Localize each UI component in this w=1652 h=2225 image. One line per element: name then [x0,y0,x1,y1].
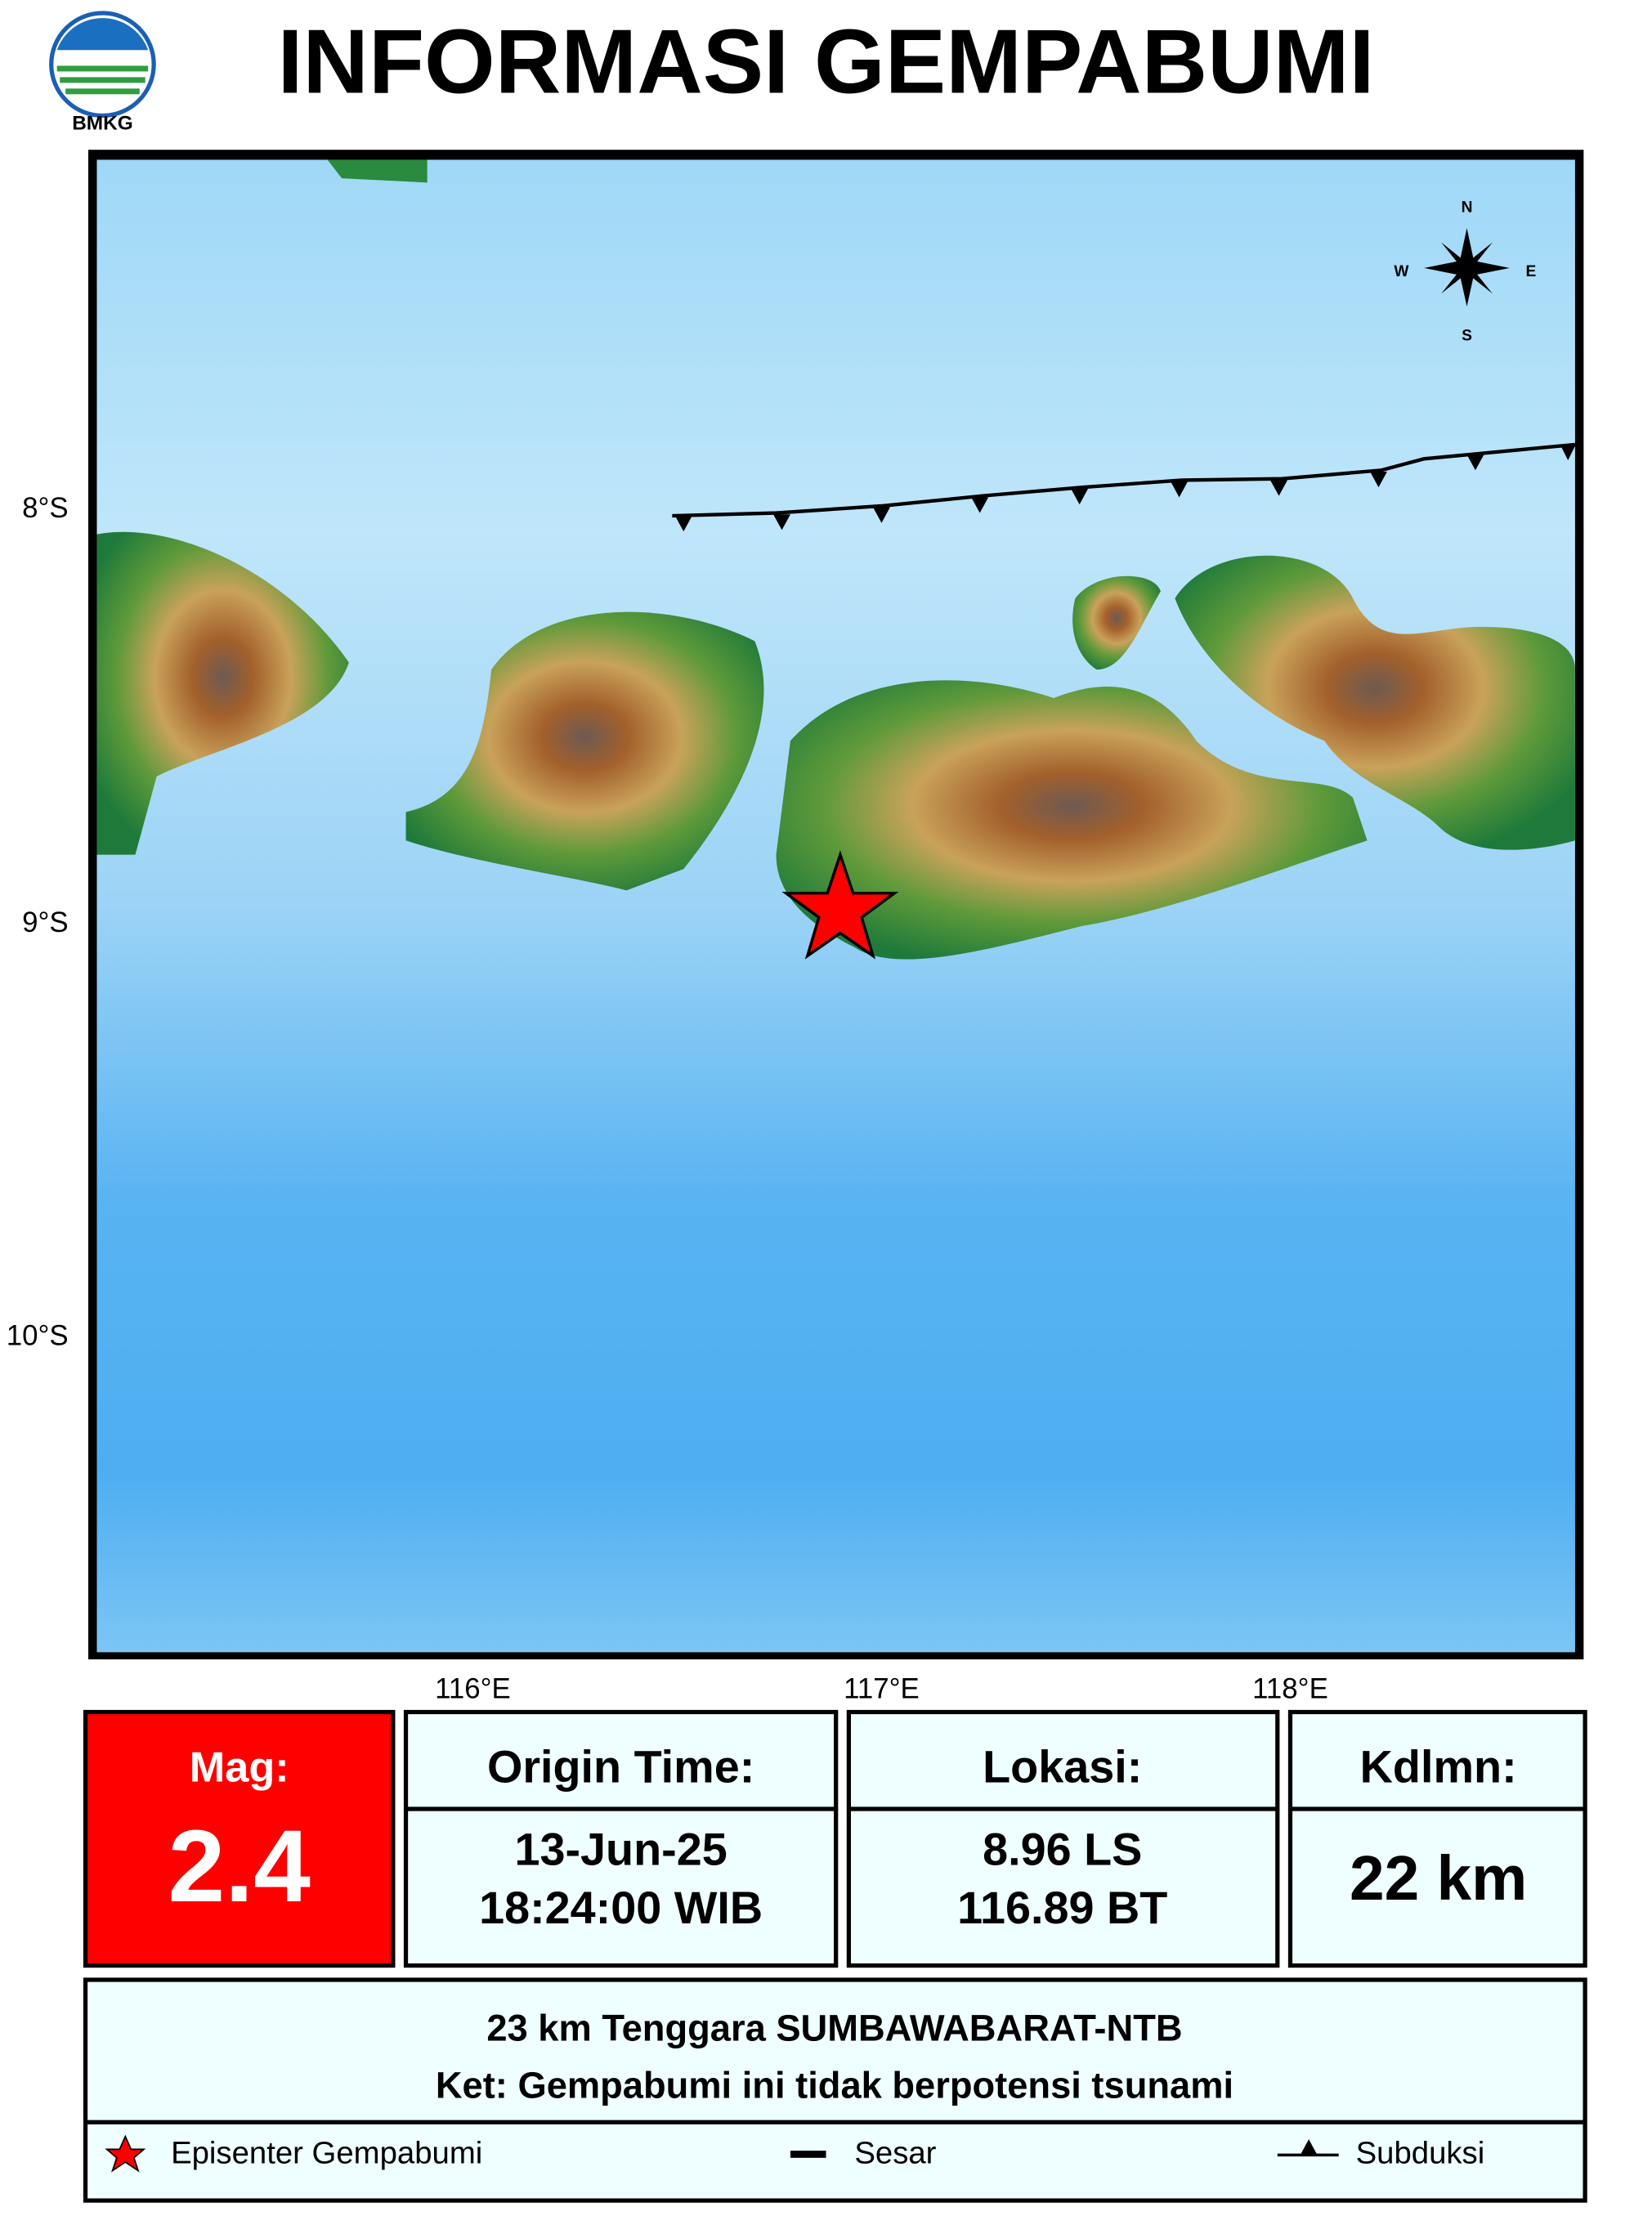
compass: N E S W [1394,199,1536,345]
legend: Episenter Gempabumi Sesar Subduksi [105,2134,1485,2173]
location-label: Lokasi: [983,1742,1142,1793]
compass-e: E [1526,263,1537,280]
place: 23 km Tenggara SUMBAWABARAT-NTB [486,2008,1182,2049]
latitude: 8.96 LS [983,1824,1142,1875]
island-sumbawa [776,680,1368,960]
map: N E S W [88,150,1584,1660]
lon-label: 117°E [844,1673,920,1705]
lon-label: 118°E [1252,1673,1328,1705]
compass-s: S [1462,328,1472,345]
map-labels: 8°S 9°S 10°S 116°E 117°E 118°E [7,492,1328,1704]
logo: BMKG [49,11,156,134]
island-small [1072,575,1161,670]
island-lombok [405,611,764,891]
info-text: Mag: 2.4 Origin Time: 13-Jun-25 18:24:00… [168,1742,1528,2106]
epicenter-star [781,850,899,960]
lon-label: 116°E [435,1673,511,1705]
depth-label: Kdlmn: [1360,1742,1517,1793]
island-bali [96,531,349,855]
depth: 22 km [1350,1844,1527,1914]
island-east [1175,555,1575,850]
mag-value: 2.4 [168,1808,311,1923]
longitude: 116.89 BT [957,1883,1167,1933]
lat-label: 10°S [7,1319,69,1351]
lat-label: 8°S [22,492,69,524]
legend-fault: Sesar [854,2135,936,2170]
time: 18:24:00 WIB [479,1883,763,1933]
compass-n: N [1462,199,1473,217]
mag-label: Mag: [190,1744,289,1792]
info [83,1709,1587,2203]
compass-w: W [1394,263,1409,280]
origin-label: Origin Time: [487,1742,754,1793]
subduction-line [672,442,1576,518]
title: INFORMASI GEMPABUMI [277,10,1374,112]
subduction-teeth [674,445,1575,532]
legend-epicenter: Episenter Gempabumi [171,2135,482,2170]
lat-label: 9°S [22,907,69,938]
note: Ket: Gempabumi ini tidak berpotensi tsun… [436,2064,1233,2106]
legend-subduction: Subduksi [1356,2135,1485,2170]
logo-text: BMKG [72,112,132,134]
date: 13-Jun-25 [514,1824,727,1875]
